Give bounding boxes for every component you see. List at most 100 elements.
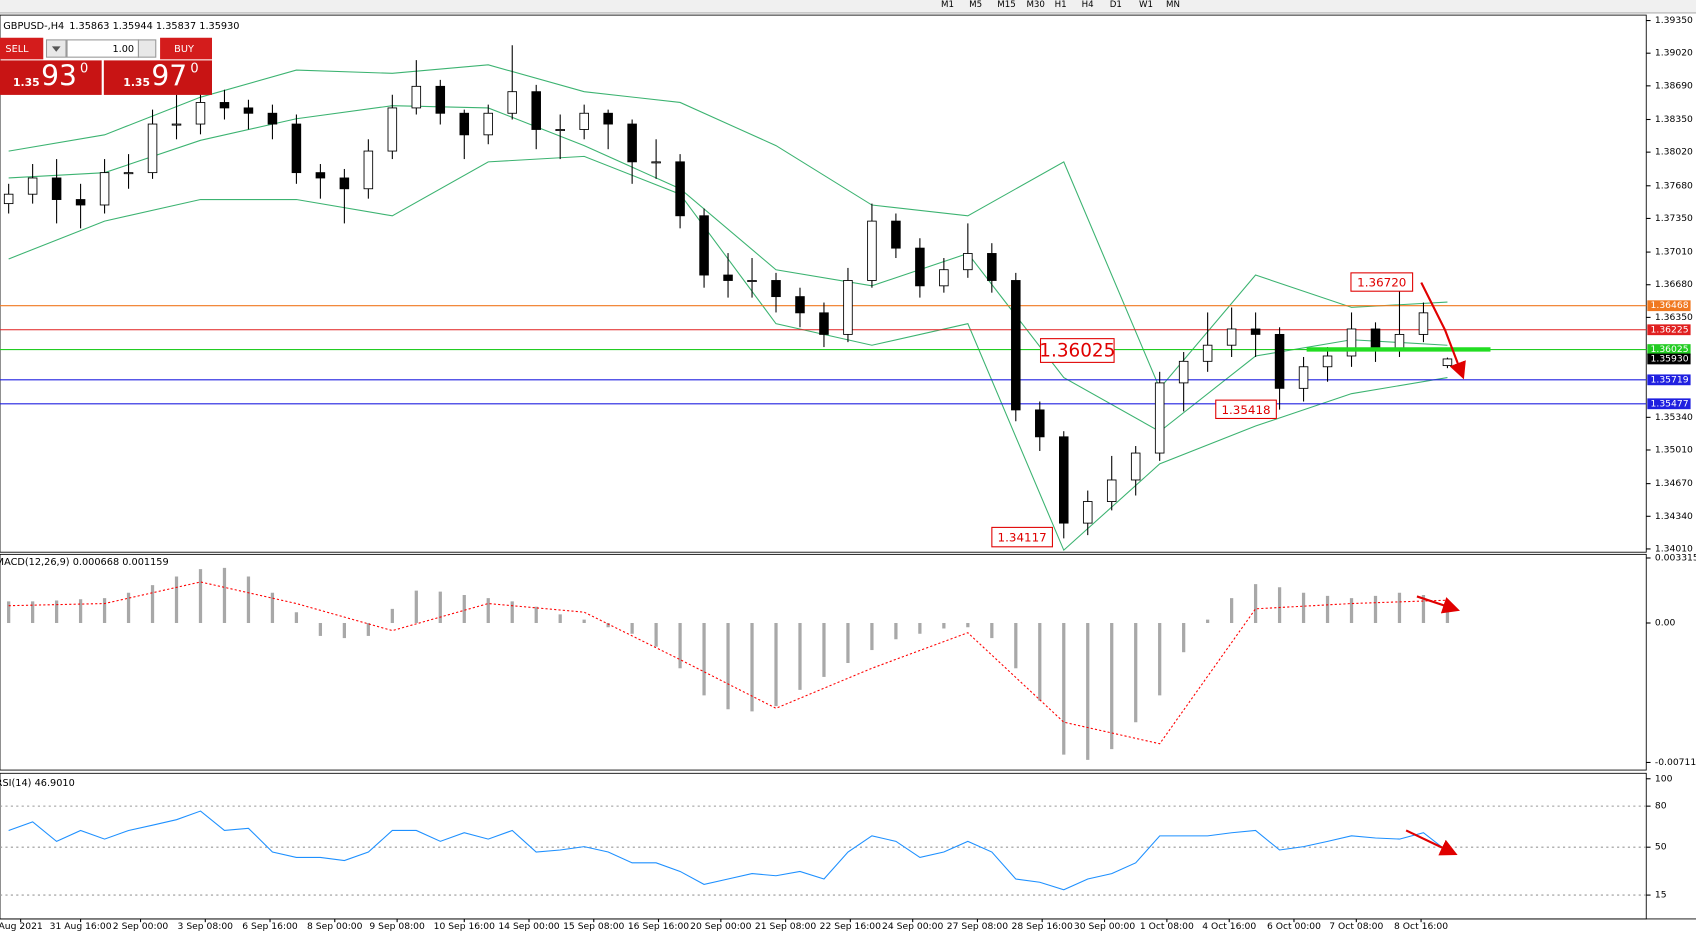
drawn-arrow — [1405, 829, 1458, 856]
buy-label: BUY — [174, 44, 194, 55]
candle-body — [51, 177, 62, 200]
price-annotation-box — [1350, 272, 1414, 292]
candle-body — [1418, 312, 1429, 335]
level-label: 1.36025 — [1651, 344, 1689, 355]
candle-body — [171, 123, 182, 126]
timeframe-button[interactable]: H4 — [1082, 0, 1094, 10]
candle-body — [627, 123, 637, 163]
y-tick-label: 1.37350 — [1655, 213, 1693, 224]
timeframe-button[interactable]: M5 — [969, 0, 982, 10]
price-annotation: 1.35418 — [1221, 403, 1270, 417]
bid-price-button[interactable] — [0, 60, 102, 95]
candle-body — [195, 102, 206, 125]
candle-body — [1035, 409, 1045, 438]
candle-body — [819, 312, 829, 335]
sell-button[interactable] — [0, 37, 44, 60]
x-tick-label: 9 Sep 08:00 — [369, 921, 425, 932]
candle-body — [1178, 360, 1189, 384]
candle-body — [1274, 333, 1285, 389]
symbol-title: GBPUSD-,H4 — [3, 21, 64, 32]
rsi-title: RSI(14) 46.9010 — [0, 778, 75, 789]
bollinger-middle — [8, 105, 1448, 433]
x-tick-label: 2 Sep 00:00 — [113, 921, 169, 932]
rsi-plot — [0, 805, 1647, 896]
candle-body — [1011, 280, 1021, 411]
lot-value: 1.00 — [112, 44, 134, 55]
candle-body — [939, 269, 949, 287]
candle-body — [867, 220, 877, 281]
x-tick-label: 28 Sep 16:00 — [1012, 921, 1073, 932]
timeframe-button[interactable]: D1 — [1110, 0, 1122, 10]
ask-prefix: 1.35 — [123, 76, 150, 89]
timeframe-button[interactable]: H1 — [1055, 0, 1067, 10]
candle-body — [555, 129, 565, 131]
timeframe-button[interactable]: M15 — [997, 0, 1015, 10]
candle-body — [699, 215, 709, 276]
candle-body — [123, 172, 134, 175]
candle-body — [1298, 366, 1309, 389]
timeframe-button[interactable]: MN — [1166, 0, 1180, 10]
candle-body — [1442, 358, 1453, 367]
candle-body — [483, 112, 494, 136]
timeframe-button[interactable]: W1 — [1139, 0, 1153, 10]
current-price-box — [1647, 353, 1691, 365]
candle-body — [723, 274, 733, 281]
level-label-box — [1647, 344, 1691, 355]
buy-button[interactable] — [160, 37, 212, 60]
candle-body — [915, 247, 925, 287]
y-tick-label: 0.003315 — [1655, 552, 1696, 563]
x-tick-label: 8 Oct 16:00 — [1394, 921, 1448, 932]
x-tick-label: 8 Sep 00:00 — [307, 921, 363, 932]
level-label: 1.35477 — [1651, 398, 1689, 409]
x-tick-label: 7 Oct 08:00 — [1329, 921, 1383, 932]
bid-big: 93 — [41, 60, 77, 93]
candle-body — [963, 253, 973, 271]
x-tick-label: 16 Sep 16:00 — [628, 921, 689, 932]
level-label-box — [1647, 300, 1691, 312]
candle-body — [987, 253, 997, 281]
candle-body — [243, 107, 254, 114]
macd-plot — [7, 567, 1450, 760]
candle-body — [891, 220, 901, 249]
y-tick-label: 1.37680 — [1655, 180, 1693, 191]
candle-body — [1250, 328, 1261, 335]
level-label: 1.36225 — [1651, 324, 1689, 335]
timeframe-bar: M1 M5 M15 M30 H1 H4 D1 W1 MN — [941, 0, 1180, 10]
x-tick-label: 15 Sep 08:00 — [563, 921, 624, 932]
candle-body — [1130, 452, 1141, 481]
price-annotation-box — [991, 526, 1053, 548]
x-tick-label: 14 Sep 00:00 — [498, 921, 559, 932]
candle-body — [843, 280, 853, 335]
ask-price-button[interactable] — [103, 60, 212, 95]
x-tick-label: 21 Sep 08:00 — [755, 921, 816, 932]
y-tick-label: -0.007112 — [1655, 757, 1696, 768]
x-tick-label: 31 Aug 16:00 — [50, 921, 112, 932]
price-annotation: 1.34117 — [998, 531, 1047, 545]
candle-body — [795, 296, 805, 314]
ohlc-readout: 1.35863 1.35944 1.35837 1.35930 — [69, 21, 239, 32]
x-tick-label: 1 Oct 08:00 — [1140, 921, 1194, 932]
x-tick-label: 3 Sep 08:00 — [178, 921, 234, 932]
y-tick-label: 1.37010 — [1655, 247, 1693, 258]
x-tick-label: 6 Oct 00:00 — [1267, 921, 1321, 932]
timeframe-button[interactable]: M1 — [941, 0, 954, 10]
candle-body — [219, 102, 230, 109]
candle-body — [291, 123, 302, 174]
current-price-label: 1.35930 — [1651, 353, 1689, 364]
candle-body — [411, 85, 422, 109]
x-tick-label: 6 Sep 16:00 — [242, 921, 298, 932]
x-tick-label: 27 Sep 08:00 — [947, 921, 1008, 932]
candle-body — [1226, 328, 1237, 346]
lot-spinner[interactable] — [137, 39, 157, 58]
x-tick-label: Aug 2021 — [0, 921, 43, 932]
candle-body — [315, 172, 326, 179]
candle-body — [3, 193, 14, 205]
level-label: 1.35719 — [1651, 374, 1689, 385]
timeframe-button[interactable]: M30 — [1026, 0, 1044, 10]
y-tick-label: 0.00 — [1655, 618, 1676, 629]
candle-body — [579, 112, 589, 130]
y-tick-label: 1.36680 — [1655, 279, 1693, 290]
level-label: 1.36468 — [1651, 300, 1689, 311]
dropdown-arrow — [51, 46, 61, 52]
